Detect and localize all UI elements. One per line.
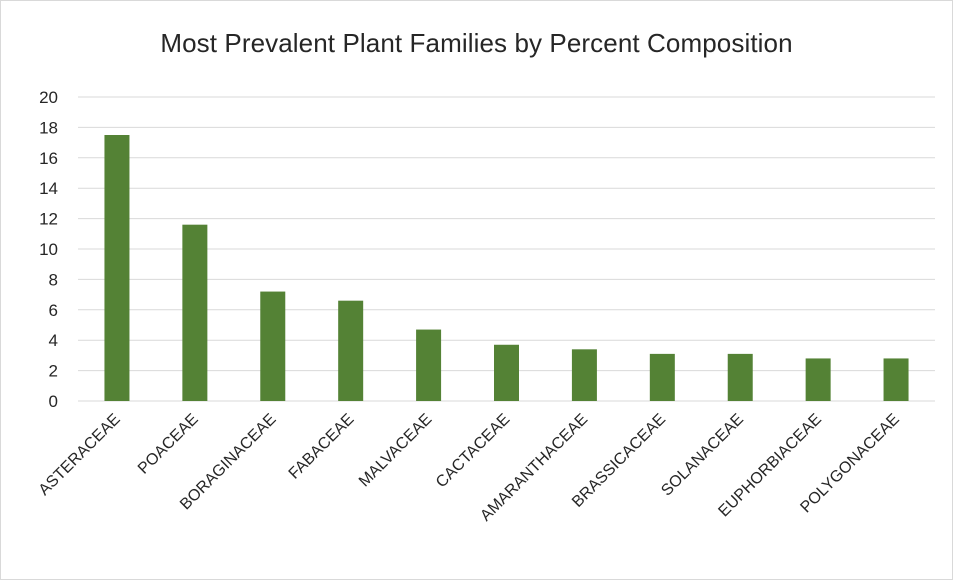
y-tick-label: 6: [49, 301, 58, 320]
y-tick-label: 8: [49, 270, 58, 289]
chart-title: Most Prevalent Plant Families by Percent…: [160, 28, 793, 58]
x-category-label: CACTACEAE: [433, 411, 513, 491]
bar-brassicaceae: [649, 353, 675, 401]
y-tick-label: 14: [39, 179, 58, 198]
y-tick-label: 12: [39, 210, 58, 229]
x-category-label: ASTERACEAE: [36, 411, 124, 499]
bar-amaranthaceae: [571, 349, 597, 401]
bar-boraginaceae: [260, 291, 286, 401]
x-category-label: SOLANACEAE: [658, 411, 747, 500]
y-tick-label: 20: [39, 88, 58, 107]
bar-asteraceae: [104, 135, 130, 401]
x-category-label: POACEAE: [135, 411, 202, 478]
y-axis-ticks: 0 2 4 6 8 10 12 14 16 18 20: [39, 88, 58, 411]
y-tick-label: 16: [39, 149, 58, 168]
bar-fabaceae: [338, 300, 364, 401]
gridlines: [78, 96, 935, 402]
bar-cactaceae: [494, 344, 519, 401]
y-tick-label: 10: [39, 240, 58, 259]
y-tick-label: 2: [49, 362, 58, 381]
bar-malvaceae: [416, 329, 442, 401]
bar-euphorbiaceae: [805, 358, 831, 401]
bars: [104, 135, 909, 401]
y-tick-label: 18: [39, 118, 58, 137]
y-tick-label: 0: [49, 392, 58, 411]
bar-solanaceae: [727, 353, 753, 401]
x-category-label: FABACEAE: [286, 411, 358, 483]
x-category-label: MALVACEAE: [356, 411, 436, 491]
bar-poaceae: [182, 224, 208, 401]
y-tick-label: 4: [49, 331, 58, 350]
bar-polygonaceae: [883, 358, 909, 401]
